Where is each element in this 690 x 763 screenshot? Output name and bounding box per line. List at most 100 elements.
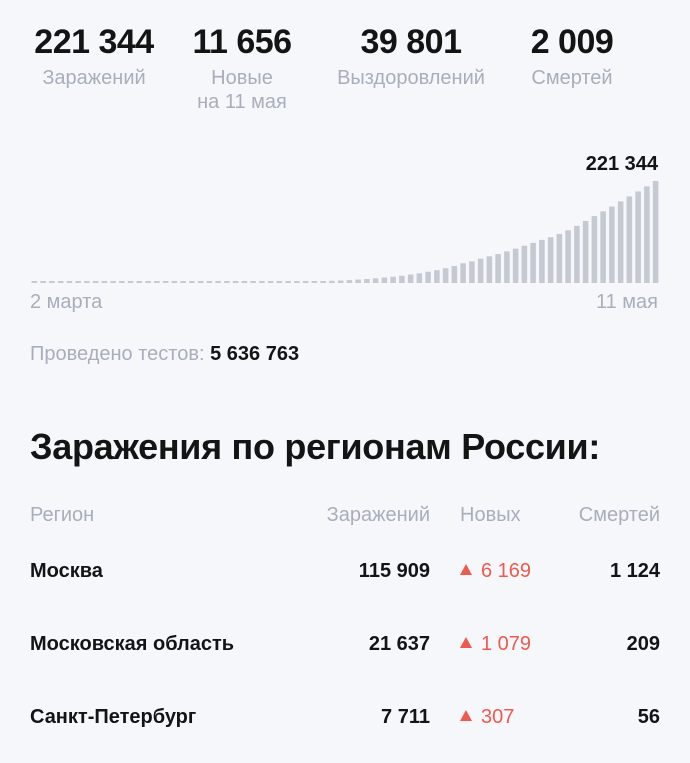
chart-bar (477, 258, 484, 283)
chart-bar (311, 281, 318, 283)
region-new: 1 079 (460, 633, 531, 656)
region-cases: 115 909 (358, 560, 430, 582)
region-name: Московская область (30, 633, 235, 655)
chart-bar (495, 254, 501, 283)
chart-bar (276, 281, 283, 283)
chart-bar (40, 281, 46, 283)
chart-bar (539, 239, 545, 283)
region-name: Москва (30, 560, 103, 582)
region-deaths: 56 (637, 706, 660, 728)
chart-bar (119, 281, 125, 283)
table-row[interactable]: Санкт-Петербург 7 711 307 56 (30, 680, 660, 753)
increase-triangle-icon (460, 637, 472, 648)
table-row[interactable]: Москва 115 909 6 169 1 124 (30, 534, 660, 607)
chart-bar (626, 196, 633, 283)
chart-bar (652, 181, 659, 283)
region-new-value: 1 079 (481, 633, 532, 655)
chart-bar (267, 281, 274, 283)
stat-recovered-value: 39 801 (360, 23, 463, 61)
chart-bar (364, 279, 370, 283)
header-cases: Заражений (326, 504, 430, 526)
chart-bar (110, 281, 116, 283)
chart-bar (390, 276, 396, 283)
chart-bar (302, 281, 309, 283)
chart-bar (451, 266, 458, 283)
region-cases: 21 637 (368, 633, 430, 655)
region-deaths: 1 124 (609, 560, 660, 582)
chart-bar (57, 281, 64, 283)
region-name: Санкт-Петербург (30, 706, 197, 728)
chart-bar (259, 281, 265, 283)
chart-bar (337, 280, 344, 283)
chart-bar (574, 225, 580, 283)
region-new-value: 307 (481, 706, 515, 728)
region-new-value: 6 169 (481, 560, 532, 582)
increase-triangle-icon (460, 710, 472, 721)
chart-bar (154, 281, 160, 283)
stat-deaths-value: 2 009 (530, 23, 614, 61)
chart-bar (407, 274, 414, 283)
chart-bar (31, 281, 38, 283)
chart-bar (215, 281, 221, 283)
stat-recovered: 39 801 Выздоровлений (326, 22, 496, 90)
chart-bar (127, 281, 134, 283)
stat-infections-label: Заражений (42, 67, 146, 89)
chart-bar (171, 281, 178, 283)
chart-bar (644, 186, 650, 283)
stat-new-value: 11 656 (192, 23, 292, 61)
increase-triangle-icon (460, 564, 472, 575)
chart-peak-label: 221 344 (585, 153, 658, 175)
chart-bar (224, 281, 230, 283)
chart-bar (547, 237, 554, 283)
regions-title: Заражения по регионам России: (30, 426, 601, 467)
tests-label: Проведено тестов: (30, 343, 205, 365)
chart-bar (609, 206, 615, 283)
tests-count: Проведено тестов: 5 636 763 (30, 343, 299, 366)
chart-bar (530, 242, 536, 283)
header-region: Регион (30, 504, 95, 526)
chart-bar (180, 281, 186, 283)
chart-bar (101, 281, 108, 283)
chart-bar (66, 281, 73, 283)
stat-new: 11 656 Новые на 11 мая (186, 22, 298, 114)
cases-chart-bars (31, 181, 659, 283)
chart-bar (75, 281, 81, 283)
chart-bar (425, 271, 431, 283)
regions-table: Регион Заражений Новых Смертей Москва 11… (30, 500, 660, 753)
chart-bar (206, 281, 213, 283)
header-deaths: Смертей (578, 504, 660, 526)
chart-bar (381, 277, 388, 283)
region-new: 6 169 (460, 560, 531, 583)
stat-infections-value: 221 344 (34, 23, 154, 61)
region-deaths: 209 (626, 633, 660, 655)
chart-bar (521, 245, 528, 283)
chart-bar (145, 281, 151, 283)
chart-bar (512, 248, 519, 283)
stat-deaths-label: Смертей (531, 67, 613, 89)
chart-x-end-label: 11 мая (595, 291, 658, 313)
summary-stats: 221 344 Заражений 11 656 Новые на 11 мая… (0, 0, 690, 130)
chart-bar (460, 263, 466, 283)
stat-recovered-label: Выздоровлений (337, 67, 485, 89)
chart-bar (189, 281, 195, 283)
stat-new-sublabel: на 11 мая (197, 91, 287, 113)
chart-bar (372, 278, 379, 283)
stat-new-label: Новые (211, 67, 273, 89)
chart-bar (250, 281, 256, 283)
chart-bar (136, 281, 143, 283)
chart-bar (162, 281, 169, 283)
region-cases: 7 711 (381, 706, 430, 728)
chart-bar (582, 220, 589, 283)
chart-bar (486, 256, 493, 283)
chart-bar (442, 268, 449, 283)
chart-bar (320, 281, 326, 283)
chart-bar (399, 275, 405, 283)
chart-bar (346, 280, 353, 283)
cases-chart: 221 344 2 марта 11 мая (30, 150, 660, 320)
chart-bar (49, 281, 55, 283)
chart-bar (565, 230, 571, 283)
table-row[interactable]: Московская область 21 637 1 079 209 (30, 607, 660, 680)
table-header: Регион Заражений Новых Смертей (30, 500, 660, 534)
chart-bar (355, 279, 361, 283)
chart-bar (329, 280, 335, 283)
